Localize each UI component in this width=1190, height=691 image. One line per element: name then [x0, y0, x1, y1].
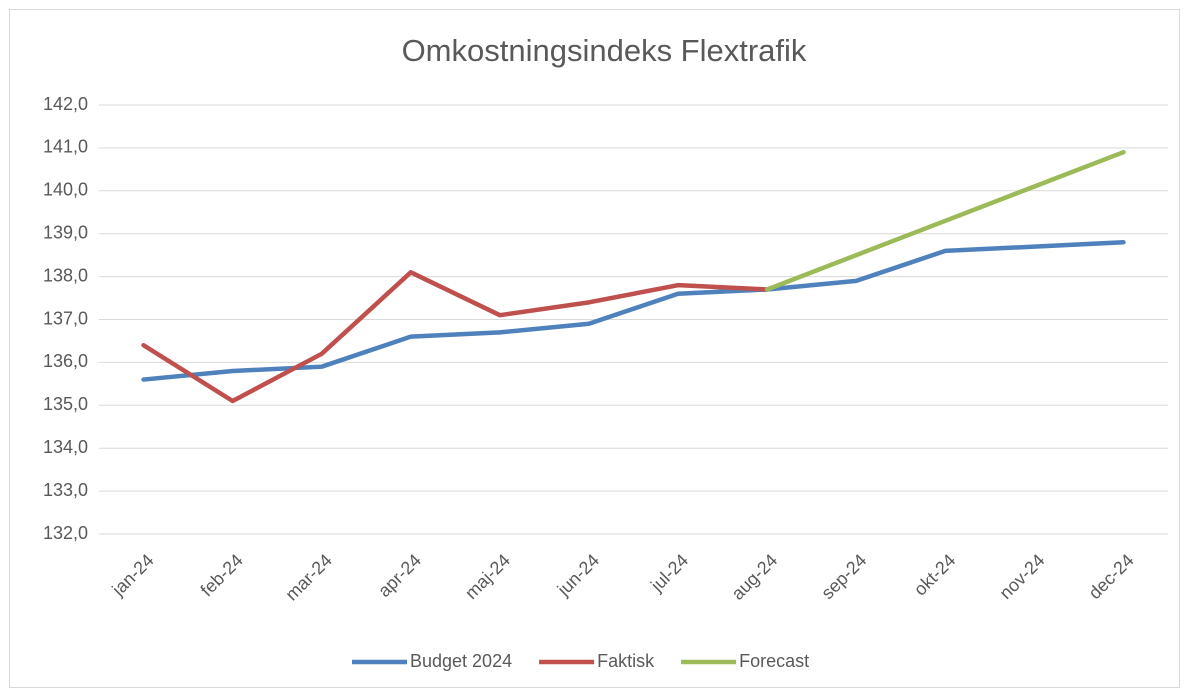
data-line: [141, 240, 1126, 382]
chart-border: [9, 9, 1180, 688]
y-tick-label: 135,0: [43, 394, 88, 414]
y-tick-label: 133,0: [43, 480, 88, 500]
chart-title: Omkostningsindeks Flextrafik: [402, 33, 807, 68]
y-tick-label: 134,0: [43, 437, 88, 457]
data-line: [141, 270, 770, 404]
y-tick-label: 138,0: [43, 265, 88, 285]
y-tick-label: 132,0: [43, 523, 88, 543]
y-tick-label: 140,0: [43, 180, 88, 200]
y-tick-label: 137,0: [43, 308, 88, 328]
y-tick-label: 139,0: [43, 222, 88, 242]
legend-label: Forecast: [739, 651, 809, 671]
y-tick-label: 136,0: [43, 351, 88, 371]
legend-label: Budget 2024: [410, 651, 512, 671]
y-tick-label: 142,0: [43, 94, 88, 114]
y-tick-label: 141,0: [43, 137, 88, 157]
legend-label: Faktisk: [597, 651, 655, 671]
data-line: [764, 149, 1126, 292]
